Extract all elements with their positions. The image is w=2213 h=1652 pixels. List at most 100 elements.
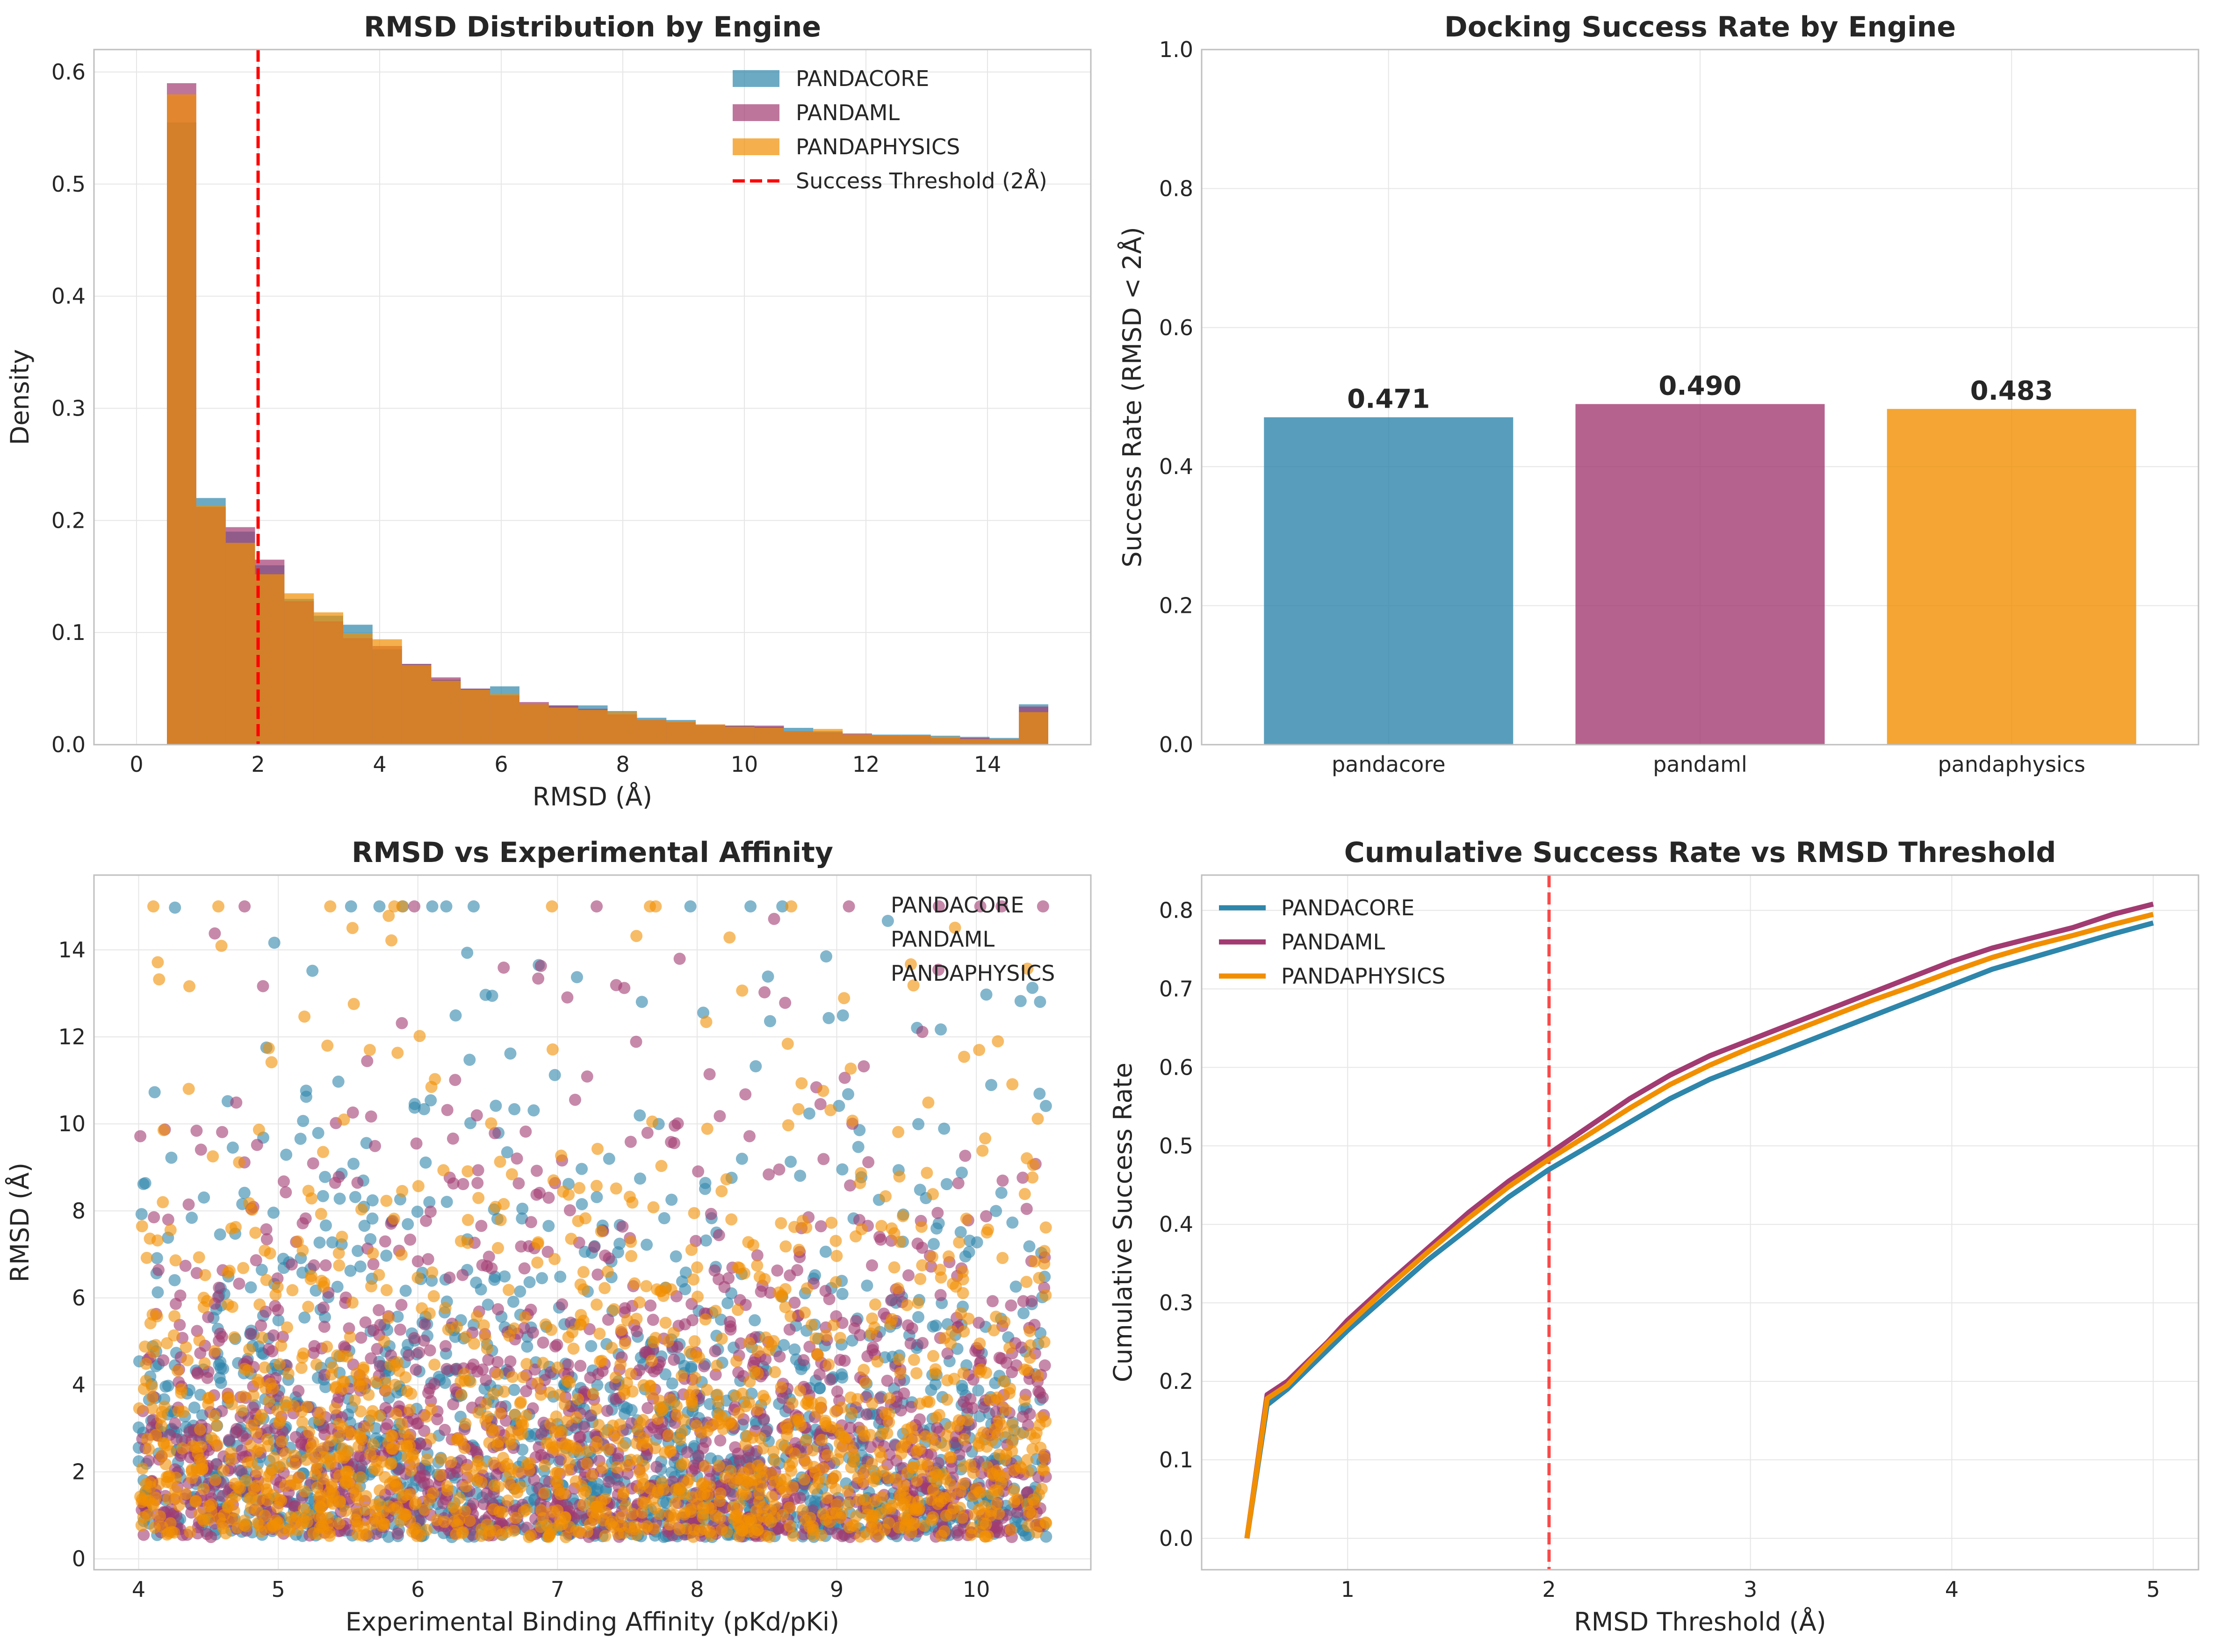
scatter-point <box>1018 1188 1031 1200</box>
scatter-point <box>412 1180 425 1192</box>
scatter-point <box>285 1258 298 1271</box>
scatter-point <box>823 1293 836 1306</box>
scatter-point <box>764 1286 777 1299</box>
scatter-point <box>616 1221 629 1233</box>
scatter-point <box>641 1127 654 1139</box>
scatter-point <box>278 1175 290 1188</box>
scatter-point <box>763 1530 776 1543</box>
scatter-point <box>606 1516 618 1528</box>
scatter-point <box>637 1478 649 1490</box>
scatter-point <box>699 1177 712 1189</box>
scatter-point <box>476 1259 489 1271</box>
scatter-point <box>973 1366 986 1379</box>
scatter-point <box>367 1247 379 1260</box>
scatter-point <box>175 1386 187 1399</box>
scatter-point <box>991 1391 1003 1404</box>
scatter-point <box>794 1170 807 1182</box>
scatter-point <box>641 1238 653 1251</box>
scatter-point <box>842 1088 854 1100</box>
scatter-point <box>238 1186 251 1199</box>
scatter-point <box>440 1340 452 1352</box>
scatter-point <box>346 1296 359 1309</box>
scatter-point <box>191 1325 203 1337</box>
scatter-point <box>699 1234 712 1247</box>
scatter-point <box>838 992 851 1005</box>
scatter-point <box>494 1214 507 1226</box>
scatter-point <box>870 1469 883 1481</box>
y-tick-label: 0.6 <box>51 59 86 85</box>
scatter-point <box>653 1508 666 1520</box>
x-tick-label: 4 <box>373 752 386 777</box>
scatter-point <box>468 1337 481 1350</box>
scatter-point <box>193 1334 206 1347</box>
scatter-point <box>780 1419 793 1432</box>
scatter-point <box>428 1358 441 1371</box>
scatter-point <box>587 1387 599 1400</box>
scatter-point <box>483 1250 495 1263</box>
scatter-point <box>935 1023 947 1036</box>
scatter-point <box>374 1360 386 1372</box>
scatter-point <box>237 1262 250 1274</box>
scatter-point <box>291 1235 304 1248</box>
scatter-point <box>516 1212 528 1225</box>
scatter-point <box>742 1236 755 1249</box>
scatter-point <box>319 1219 332 1232</box>
scatter-point <box>212 900 224 912</box>
scatter-point <box>424 1344 436 1357</box>
scatter-point <box>196 1463 209 1475</box>
scatter-point <box>484 1524 497 1537</box>
scatter-point <box>601 1265 614 1278</box>
scatter-point <box>525 1216 537 1228</box>
scatter-point <box>755 1480 767 1493</box>
scatter-point <box>1017 1295 1030 1307</box>
scatter-point <box>894 1367 907 1379</box>
scatter-point <box>262 1440 274 1452</box>
scatter-point <box>280 1396 292 1408</box>
scatter-point <box>214 1228 226 1241</box>
scatter-point <box>237 1390 250 1403</box>
scatter-point <box>271 1501 284 1514</box>
scatter-point <box>195 1143 207 1156</box>
scatter-point <box>993 1351 1006 1364</box>
scatter-point <box>743 1375 756 1388</box>
scatter-point <box>423 1307 436 1320</box>
scatter-point <box>425 1432 437 1445</box>
scatter-point <box>159 1380 172 1393</box>
scatter-point <box>655 1160 668 1172</box>
scatter-point <box>216 1126 229 1138</box>
scatter-point <box>233 1156 245 1169</box>
scatter-point <box>576 1198 588 1210</box>
scatter-point <box>224 1453 237 1466</box>
scatter-point <box>476 1363 489 1376</box>
legend-label: PANDAML <box>1281 929 1385 955</box>
scatter-point <box>892 1126 905 1138</box>
scatter-point <box>280 1186 292 1199</box>
scatter-point <box>795 1077 808 1090</box>
scatter-point <box>359 1316 372 1329</box>
scatter-point <box>908 1354 920 1366</box>
scatter-point <box>429 1073 441 1085</box>
scatter-point <box>925 1448 937 1461</box>
scatter-point <box>439 1302 452 1314</box>
bar-value-label: 0.490 <box>1658 371 1741 401</box>
scatter-point <box>659 1316 672 1329</box>
scatter-point <box>198 1191 210 1204</box>
scatter-point <box>883 1408 895 1420</box>
scatter-point <box>729 1390 742 1402</box>
scatter-point <box>715 1332 728 1345</box>
scatter-point <box>439 1423 451 1436</box>
y-tick-label: 0.2 <box>1159 1369 1193 1394</box>
scatter-point <box>734 1294 746 1307</box>
scatter-point <box>699 1436 712 1448</box>
scatter-point <box>927 1188 939 1200</box>
scatter-point <box>382 1312 395 1324</box>
scatter-point <box>786 1397 799 1409</box>
scatter-point <box>799 1307 811 1319</box>
scatter-point <box>222 1298 234 1311</box>
scatter-point <box>392 1482 404 1494</box>
scatter-point <box>551 1361 564 1374</box>
scatter-point <box>215 940 228 952</box>
scatter-point <box>846 1114 859 1127</box>
scatter-point <box>418 1503 431 1516</box>
scatter-point <box>720 1173 733 1185</box>
